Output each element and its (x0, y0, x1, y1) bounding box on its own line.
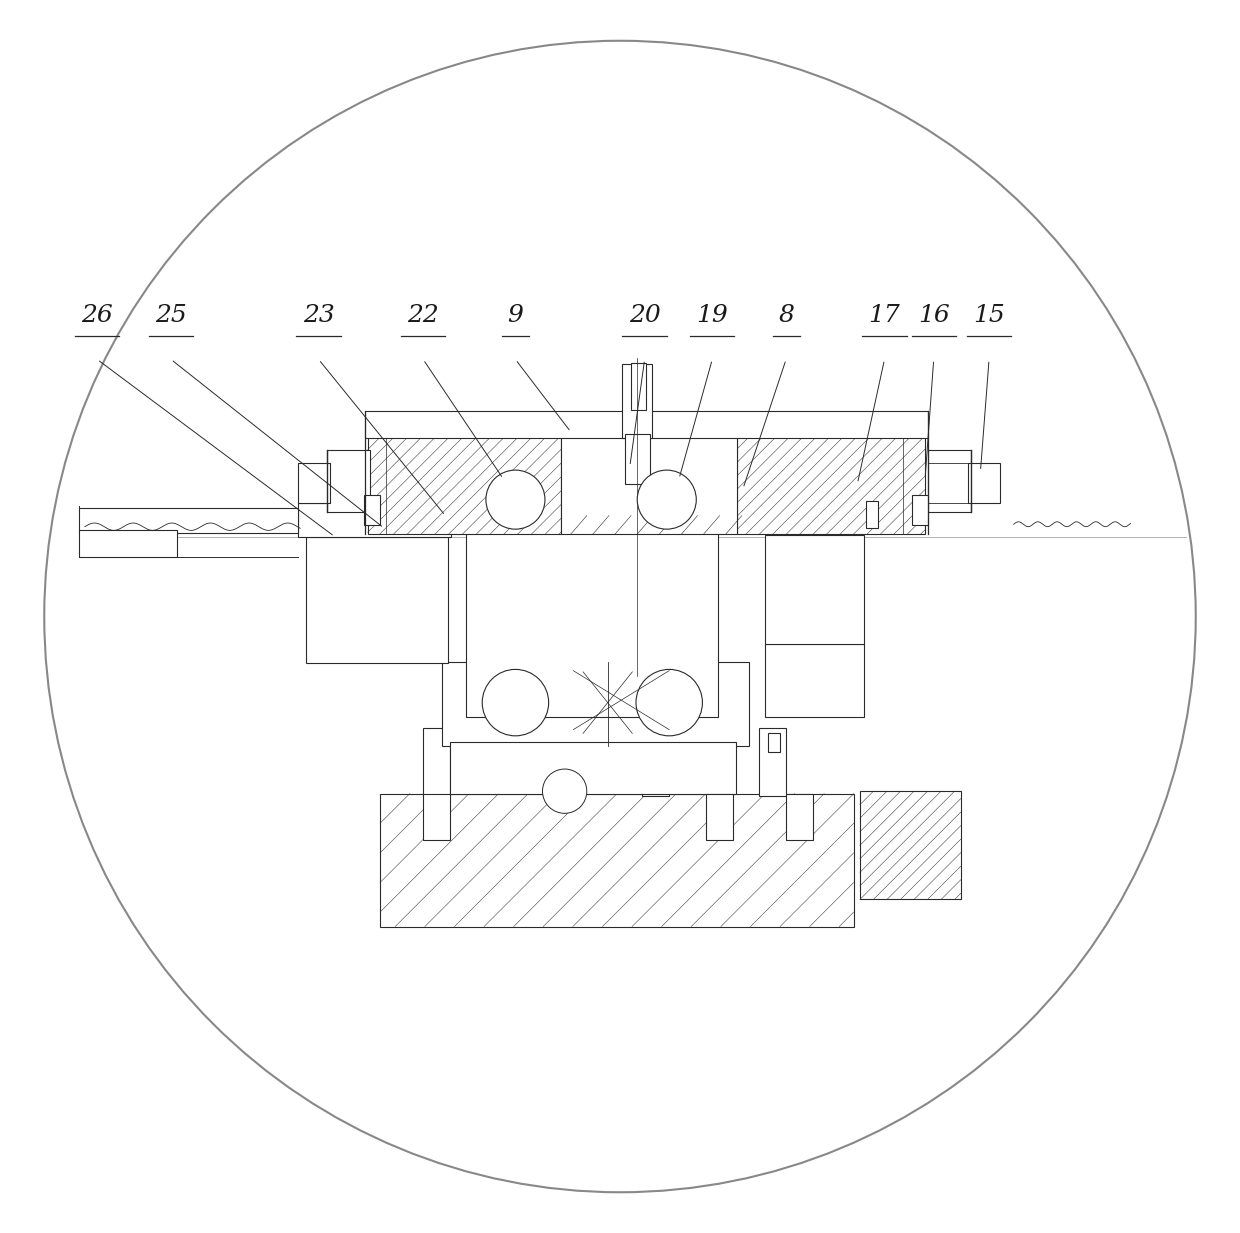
Bar (768, 734, 780, 752)
Text: 26: 26 (82, 305, 113, 328)
Bar (765, 644, 863, 718)
Text: 22: 22 (407, 305, 439, 328)
Bar (737, 435, 925, 534)
Bar (450, 742, 735, 794)
Bar (560, 435, 737, 534)
Circle shape (486, 470, 544, 529)
Circle shape (482, 670, 548, 736)
Bar (423, 729, 450, 797)
Bar (622, 364, 652, 438)
Bar (423, 794, 450, 841)
Bar (298, 503, 451, 536)
Bar (759, 729, 786, 797)
Bar (866, 501, 878, 528)
Bar (365, 494, 381, 525)
Bar (765, 535, 863, 644)
Text: 19: 19 (697, 305, 728, 328)
Bar (859, 792, 961, 899)
Bar (78, 530, 177, 557)
Text: 25: 25 (155, 305, 187, 328)
Text: 17: 17 (869, 305, 900, 328)
Bar (642, 729, 670, 797)
Bar (441, 662, 749, 746)
Bar (911, 494, 928, 525)
Circle shape (636, 670, 702, 736)
Bar (298, 462, 330, 503)
Bar (786, 794, 813, 841)
Bar (368, 435, 560, 534)
Bar (327, 450, 371, 512)
Bar (706, 794, 733, 841)
Circle shape (542, 769, 587, 814)
Bar (631, 363, 646, 409)
Bar (306, 536, 448, 663)
Text: 9: 9 (507, 305, 523, 328)
Bar (466, 526, 718, 718)
Text: 23: 23 (303, 305, 335, 328)
Bar (625, 434, 650, 483)
Bar (928, 450, 971, 512)
Circle shape (637, 470, 697, 529)
Text: 20: 20 (629, 305, 661, 328)
Text: 16: 16 (918, 305, 950, 328)
Bar (381, 794, 854, 926)
Bar (78, 508, 298, 533)
Text: 15: 15 (973, 305, 1004, 328)
Bar (968, 462, 1001, 503)
Text: 8: 8 (779, 305, 794, 328)
Bar (366, 411, 928, 438)
